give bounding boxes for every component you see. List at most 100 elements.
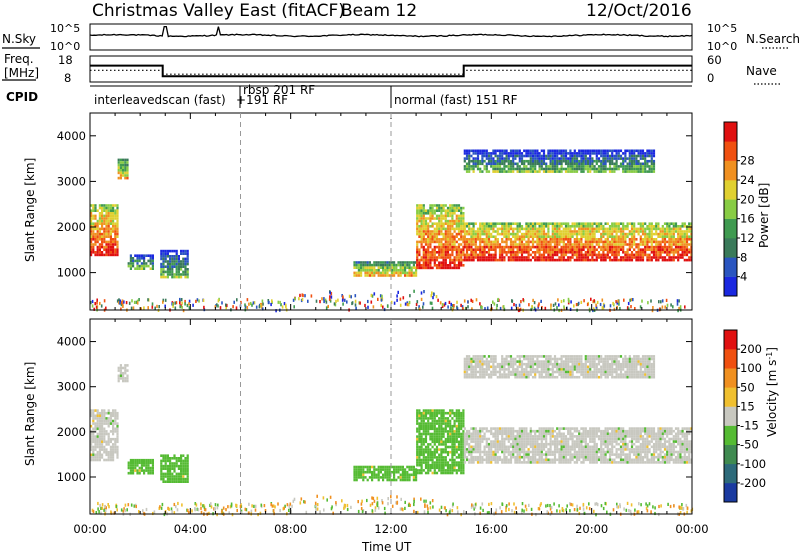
power-cell	[591, 150, 593, 153]
power-cell	[382, 266, 384, 269]
power-cell	[550, 163, 552, 166]
power-ground-scatter	[555, 302, 557, 305]
power-cell	[92, 228, 94, 231]
velocity-cell	[367, 479, 369, 482]
power-cell	[112, 228, 114, 231]
velocity-cell	[506, 438, 508, 441]
power-cell	[556, 251, 558, 254]
power-cell	[583, 256, 585, 259]
power-cell	[92, 238, 94, 241]
power-cell	[552, 152, 554, 155]
power-cell	[609, 251, 611, 254]
velocity-cell	[429, 428, 431, 431]
power-cell	[591, 251, 593, 254]
velocity-cell	[445, 446, 447, 449]
velocity-cell	[432, 446, 434, 449]
velocity-cell	[130, 464, 132, 467]
power-cell	[499, 248, 501, 251]
power-cell	[521, 243, 523, 246]
power-cell	[451, 238, 453, 241]
power-cell	[464, 222, 466, 225]
velocity-cell	[464, 433, 466, 436]
power-cell	[492, 157, 494, 160]
power-cell	[686, 251, 688, 254]
power-cell	[576, 235, 578, 238]
power-cell	[384, 264, 386, 267]
power-cell	[620, 233, 622, 236]
power-cell	[668, 243, 670, 246]
power-cell	[103, 228, 105, 231]
power-cell	[611, 233, 613, 236]
noise-panel-frame	[90, 24, 692, 50]
velocity-cell	[421, 472, 423, 475]
power-cell	[627, 163, 629, 166]
velocity-cell	[378, 474, 380, 477]
velocity-cell	[536, 435, 538, 438]
power-cell	[679, 246, 681, 249]
power-cell	[418, 215, 420, 218]
velocity-cell	[167, 480, 169, 483]
power-cell	[160, 255, 162, 258]
power-cell	[616, 246, 618, 249]
power-cell	[622, 152, 624, 155]
velocity-cell	[447, 412, 449, 415]
power-cell	[528, 228, 530, 231]
velocity-cell	[449, 412, 451, 415]
velocity-cell	[184, 467, 186, 470]
velocity-cell	[425, 459, 427, 462]
power-cell	[389, 269, 391, 272]
power-cell	[456, 248, 458, 251]
power-cell	[558, 228, 560, 231]
velocity-cell	[180, 462, 182, 465]
velocity-cell	[425, 467, 427, 470]
power-cell	[594, 259, 596, 262]
power-cell	[651, 160, 653, 163]
power-cell	[429, 241, 431, 244]
power-cell	[609, 233, 611, 236]
velocity-cell	[521, 451, 523, 454]
power-cell	[375, 264, 377, 267]
power-cell	[539, 165, 541, 168]
velocity-cell	[353, 466, 355, 469]
power-cell	[421, 228, 423, 231]
power-cell	[605, 155, 607, 158]
power-cell	[558, 157, 560, 160]
power-cell	[554, 235, 556, 238]
velocity-cell	[490, 453, 492, 456]
velocity-cell	[449, 415, 451, 418]
power-cell	[94, 209, 96, 212]
power-cell	[547, 254, 549, 257]
velocity-cell	[456, 456, 458, 459]
velocity-cell	[486, 427, 488, 430]
power-cell	[561, 168, 563, 171]
power-cell	[99, 233, 101, 236]
power-cell	[583, 225, 585, 228]
power-cell	[618, 243, 620, 246]
power-cell	[495, 222, 497, 225]
velocity-cell	[375, 476, 377, 479]
power-cell	[585, 256, 587, 259]
velocity-cell	[532, 448, 534, 451]
velocity-cell	[523, 443, 525, 446]
velocity-cell	[112, 420, 114, 423]
power-cell	[508, 163, 510, 166]
velocity-cell	[466, 443, 468, 446]
power-cell	[534, 152, 536, 155]
power-cell	[406, 272, 408, 275]
power-ground-scatter	[630, 305, 632, 308]
velocity-cell	[510, 435, 512, 438]
power-cell	[503, 157, 505, 160]
power-cell	[653, 241, 655, 244]
velocity-cell	[425, 412, 427, 415]
power-cell	[605, 259, 607, 262]
power-cell	[616, 160, 618, 163]
power-cell	[585, 152, 587, 155]
power-cell	[421, 264, 423, 267]
power-cell	[108, 215, 110, 218]
power-cell	[567, 165, 569, 168]
velocity-cell	[126, 364, 128, 367]
power-cell	[622, 238, 624, 241]
power-cell	[596, 248, 598, 251]
power-cell	[443, 238, 445, 241]
power-cell	[686, 243, 688, 246]
